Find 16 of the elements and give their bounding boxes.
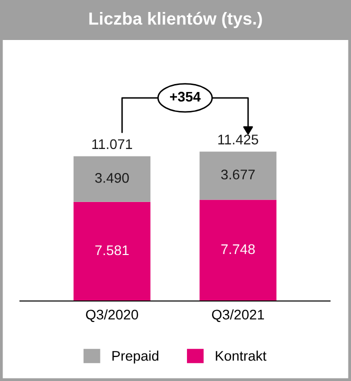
legend-label: Kontrakt	[216, 350, 266, 361]
x-tick-label: Q3/2020	[86, 309, 138, 322]
bar	[200, 152, 276, 200]
data-label: 7.581	[95, 245, 129, 256]
chart-title: Liczba klientów (tys.)	[89, 12, 262, 28]
x-tick-label: Q3/2021	[212, 309, 264, 322]
data-label: 3.490	[95, 173, 129, 183]
total-label: 11.071	[92, 139, 132, 150]
legend-label: Prepaid	[112, 350, 158, 364]
bar	[200, 200, 276, 301]
bar	[74, 202, 150, 301]
total-label: 11.425	[218, 134, 258, 144]
data-label: 3.677	[221, 170, 255, 180]
data-label: 7.748	[221, 244, 255, 254]
text: +354	[170, 92, 201, 102]
bar	[74, 156, 150, 202]
